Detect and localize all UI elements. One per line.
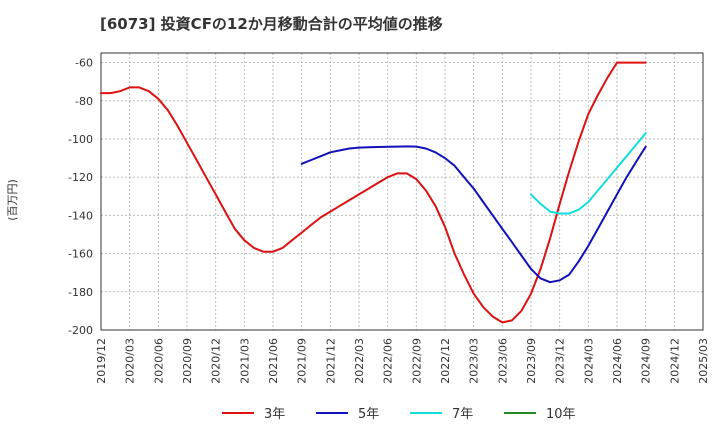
series-line-7年 bbox=[530, 132, 647, 215]
legend: 3年 5年 7年 10年 bbox=[222, 407, 576, 422]
legend-label: 10年 bbox=[546, 407, 576, 422]
y-tick-label: -100 bbox=[68, 133, 93, 146]
x-tick-label: 2025/03 bbox=[697, 338, 710, 384]
x-tick-label: 2023/09 bbox=[525, 338, 538, 384]
x-tick-label: 2020/12 bbox=[210, 338, 223, 384]
x-tick-label: 2023/12 bbox=[554, 338, 567, 384]
legend-label: 7年 bbox=[452, 407, 473, 422]
series-line-5年 bbox=[300, 145, 647, 284]
chart-title: [6073] 投資CFの12か月移動合計の平均値の推移 bbox=[100, 15, 443, 33]
x-tick-label: 2023/06 bbox=[496, 338, 509, 384]
y-tick-label: -180 bbox=[68, 286, 93, 299]
x-tick-label: 2021/09 bbox=[296, 338, 309, 384]
x-tick-label: 2022/12 bbox=[439, 338, 452, 384]
x-tick-label: 2022/03 bbox=[353, 338, 366, 384]
y-tick-label: -200 bbox=[68, 324, 93, 337]
x-tick-label: 2023/03 bbox=[468, 338, 481, 384]
y-axis-label: (百万円) bbox=[6, 179, 19, 221]
x-tick-label: 2021/06 bbox=[267, 338, 280, 384]
y-tick-label: -140 bbox=[68, 209, 93, 222]
legend-label: 3年 bbox=[264, 407, 285, 422]
x-tick-label: 2020/06 bbox=[152, 338, 165, 384]
x-tick-label: 2024/12 bbox=[668, 338, 681, 384]
x-tick-label: 2019/12 bbox=[95, 338, 108, 384]
x-tick-label: 2021/03 bbox=[238, 338, 251, 384]
x-tick-labels: 2019/12 2020/03 2020/06 2020/09 2020/12 2021/… bbox=[95, 338, 710, 384]
x-tick-label: 2022/09 bbox=[410, 338, 423, 384]
y-tick-label: -80 bbox=[75, 95, 93, 108]
x-tick-label: 2020/09 bbox=[181, 338, 194, 384]
y-tick-label: -160 bbox=[68, 248, 93, 261]
series-group bbox=[100, 61, 647, 324]
legend-label: 5年 bbox=[358, 407, 379, 422]
y-tick-label: -120 bbox=[68, 171, 93, 184]
x-tick-label: 2020/03 bbox=[124, 338, 137, 384]
x-tick-label: 2024/03 bbox=[582, 338, 595, 384]
grid bbox=[100, 53, 704, 331]
x-tick-label: 2024/09 bbox=[640, 338, 653, 384]
y-tick-labels: -60 -80 -100 -120 -140 -160 -180 -200 bbox=[68, 57, 93, 337]
series-line-3年 bbox=[100, 61, 647, 324]
x-tick-label: 2021/12 bbox=[324, 338, 337, 384]
x-tick-label: 2022/06 bbox=[382, 338, 395, 384]
x-tick-label: 2024/06 bbox=[611, 338, 624, 384]
y-tick-label: -60 bbox=[75, 57, 93, 70]
plot-area bbox=[100, 52, 704, 331]
